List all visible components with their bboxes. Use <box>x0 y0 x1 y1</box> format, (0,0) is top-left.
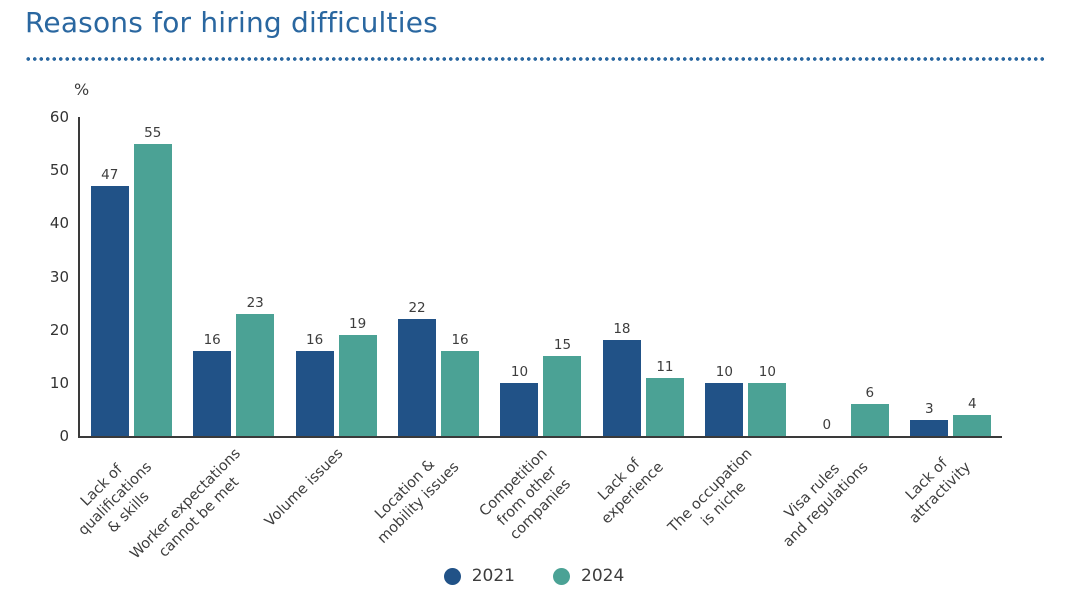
bar-group: 10 10 <box>695 117 797 436</box>
bar-value-label: 55 <box>144 124 162 141</box>
x-category-label: Lack of experience <box>595 455 667 528</box>
bar-group: 16 23 <box>182 117 284 436</box>
y-tick-label: 60 <box>49 108 69 126</box>
bar-group: 16 19 <box>285 117 387 436</box>
legend-item-2021: 2021 <box>443 566 515 586</box>
x-category-label: Location & mobility issues <box>371 456 462 547</box>
bar-group: 47 55 <box>80 117 182 436</box>
bar-2021: 10 <box>705 364 744 436</box>
y-tick-label: 0 <box>59 427 69 445</box>
legend-dot-icon <box>443 567 461 585</box>
bar-2024: 11 <box>645 359 684 436</box>
bar-value-label: 15 <box>553 337 572 354</box>
bar-value-label: 18 <box>613 321 631 338</box>
y-tick-label: 40 <box>49 214 69 233</box>
bar-2021: 22 <box>398 300 437 436</box>
bar-value-label: 10 <box>758 363 776 380</box>
bar-value-label: 47 <box>101 167 119 184</box>
bar-2024: 19 <box>338 316 377 436</box>
bar-value-label: 11 <box>656 358 674 375</box>
bar-value-label: 4 <box>967 395 977 412</box>
y-tick-label: 50 <box>49 161 69 180</box>
bar-value-label: 10 <box>715 363 733 380</box>
y-tick-label: 30 <box>49 267 69 286</box>
bar-2021: 10 <box>500 364 539 436</box>
bar-2024: 15 <box>543 337 582 436</box>
bar-2021: 3 <box>910 401 949 436</box>
legend: 2021 2024 <box>0 566 1068 586</box>
legend-label: 2021 <box>471 566 515 586</box>
bar-2024: 10 <box>748 364 787 436</box>
legend-label: 2024 <box>581 566 625 586</box>
y-tick-label: 10 <box>49 373 69 392</box>
bar-2024: 16 <box>441 332 480 436</box>
x-category-label: Volume issues <box>261 445 347 531</box>
bar-value-label: 16 <box>451 331 469 348</box>
bar-value-label: 6 <box>865 385 875 402</box>
bar-value-label: 10 <box>510 363 529 380</box>
bar-2024: 6 <box>850 385 889 436</box>
bar-value-label: 0 <box>822 417 832 433</box>
bar-group: 22 16 <box>387 117 489 436</box>
legend-dot-icon <box>553 567 570 585</box>
bar-value-label: 19 <box>349 315 367 332</box>
dotted-divider <box>25 57 1045 61</box>
bar-value-label: 23 <box>246 294 264 311</box>
bar-2021: 47 <box>90 167 129 436</box>
y-axis-unit-label: % <box>74 80 90 99</box>
x-category-label: Competition from other companies <box>476 445 575 543</box>
bar-2024: 55 <box>133 125 172 436</box>
x-category-label: Visa rules and regulations <box>780 459 872 551</box>
x-category-label: The occupation is niche <box>665 445 756 536</box>
x-category-label: Lack of attractivity <box>902 455 975 527</box>
y-tick-label: 20 <box>49 320 69 339</box>
bar-2021: 16 <box>193 332 232 436</box>
bar-value-label: 16 <box>306 331 324 348</box>
bar-value-label: 3 <box>924 401 934 418</box>
bar-group: 10 15 <box>490 117 592 436</box>
plot-area: 0 10 20 30 40 50 60 47 55 16 23 16 19 22 16 10 15 18 11 10… <box>50 108 1002 562</box>
bar-group: 18 11 <box>592 117 694 436</box>
bar-2021: 18 <box>602 321 641 436</box>
bar-2021: 16 <box>295 332 334 436</box>
legend-item-2024: 2024 <box>553 566 624 586</box>
bar-2024: 4 <box>953 396 992 436</box>
bar-value-label: 16 <box>203 331 221 348</box>
bar-2024: 23 <box>236 295 275 436</box>
bar-value-label: 22 <box>408 300 426 317</box>
page-title: Reasons for hiring difficulties <box>25 6 438 39</box>
